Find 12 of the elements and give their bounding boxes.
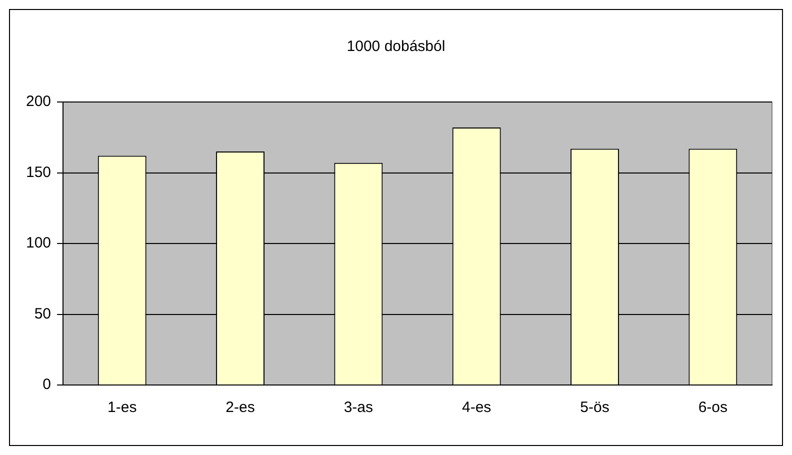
x-tick-label: 4-es xyxy=(462,399,492,416)
chart-title: 1000 dobásból xyxy=(346,38,446,56)
y-tick-label: 50 xyxy=(34,305,52,322)
x-tick-label: 5-ös xyxy=(580,399,610,416)
y-tick-label: 0 xyxy=(42,376,52,394)
x-tick-label: 3-as xyxy=(344,399,374,416)
y-tick-label: 100 xyxy=(26,234,52,252)
y-tick-label: 150 xyxy=(26,164,52,181)
x-tick-label: 6-os xyxy=(698,399,728,416)
y-tick-label: 200 xyxy=(26,93,52,110)
x-tick-label: 2-es xyxy=(226,399,255,416)
x-tick-label: 1-es xyxy=(108,399,137,416)
